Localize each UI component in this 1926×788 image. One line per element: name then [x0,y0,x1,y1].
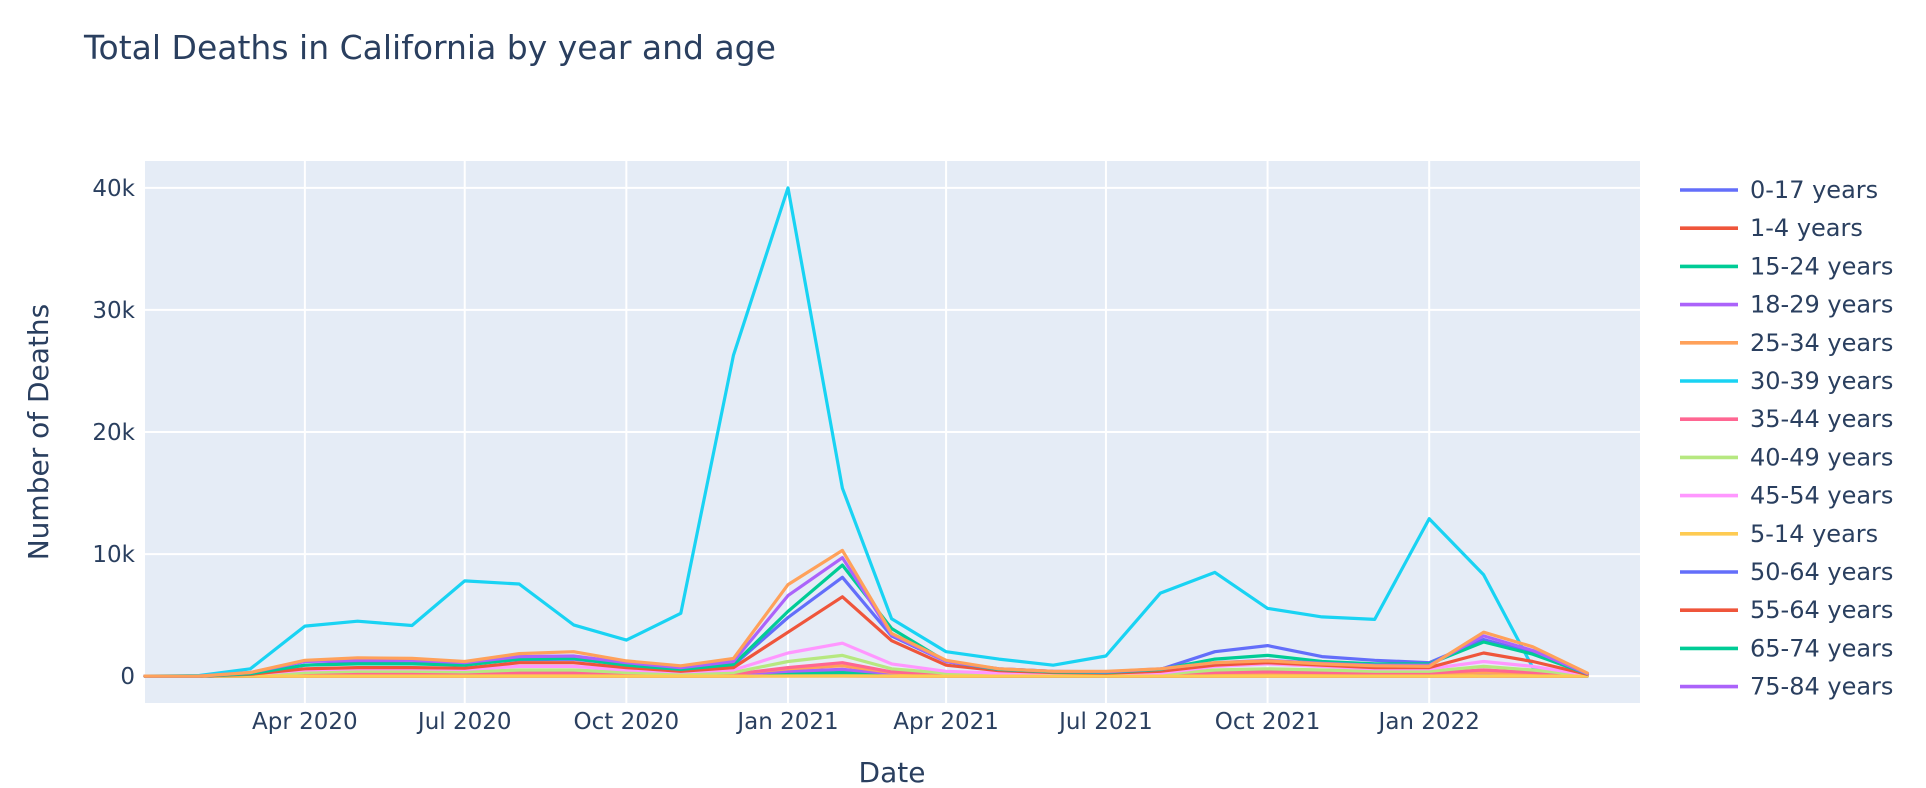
x-axis-ticks: Apr 2020 Jul 2020 Oct 2020 Jan 2021 Apr 2021… [252,709,1480,735]
legend-label: 55-64 years [1750,596,1893,624]
x-tick-label: Apr 2021 [893,709,999,735]
legend-label: 40-49 years [1750,443,1893,471]
legend-label: 75-84 years [1750,673,1893,701]
series-line [143,186,1589,678]
series-line [143,548,1589,678]
x-tick-label: Apr 2020 [252,709,358,735]
chart-title: Total Deaths in California by year and a… [83,28,776,67]
series-lines [143,186,1589,678]
x-axis-title: Date [859,756,926,788]
legend-label: 65-74 years [1750,634,1893,662]
legend-label: 35-44 years [1750,405,1893,433]
legend-label: 45-54 years [1750,482,1893,510]
x-tick-label: Oct 2021 [1215,709,1321,735]
y-tick-label: 10k [92,542,135,568]
legend-label: 5-14 years [1750,520,1878,548]
y-tick-label: 0 [120,664,135,690]
x-tick-label: Oct 2020 [574,709,680,735]
y-tick-label: 40k [92,176,135,202]
series-line [143,653,1589,678]
x-tick-label: Jan 2021 [735,709,838,735]
x-tick-label: Jul 2021 [1057,709,1153,735]
legend: 0-17 years 1-4 years 15-24 years 18-29 year… [1680,176,1893,701]
legend-label: 1-4 years [1750,214,1863,242]
legend-label: 30-39 years [1750,367,1893,395]
y-tick-label: 30k [92,298,135,324]
series-line [143,661,1589,678]
x-tick-label: Jul 2020 [416,709,512,735]
legend-label: 0-17 years [1750,176,1878,204]
x-tick-label: Jan 2022 [1377,709,1480,735]
legend-label: 25-34 years [1750,329,1893,357]
legend-label: 18-29 years [1750,291,1893,319]
y-tick-label: 20k [92,420,135,446]
y-axis-ticks: 0 10k 20k 30k 40k [92,176,135,690]
y-axis-title: Number of Deaths [22,304,55,561]
legend-label: 50-64 years [1750,558,1893,586]
legend-label: 15-24 years [1750,252,1893,280]
